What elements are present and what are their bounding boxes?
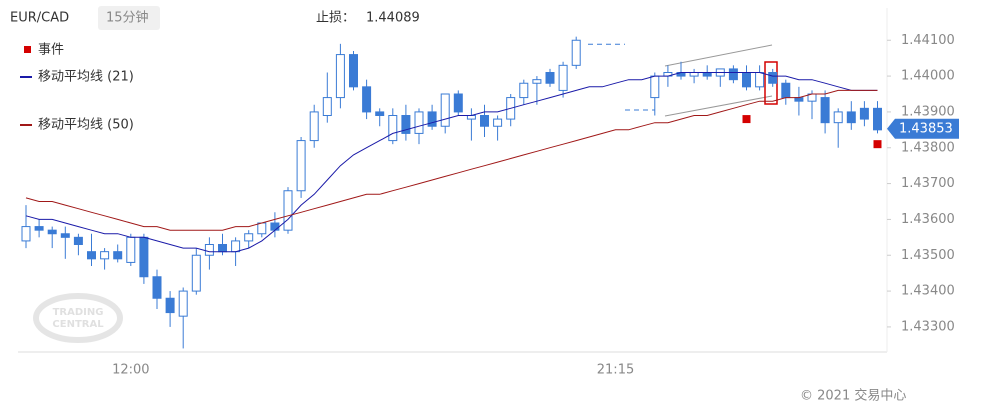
candle-body	[820, 97, 830, 124]
legend-label: 移动平均线 (21)	[38, 70, 134, 85]
candle-body	[349, 54, 358, 88]
candle-body	[34, 226, 44, 231]
event-marker	[742, 115, 751, 124]
candle-body	[440, 93, 450, 127]
candle-body	[794, 97, 804, 102]
candle-body	[755, 72, 765, 88]
candle-body	[493, 118, 503, 127]
candle-body	[650, 75, 660, 99]
candle-body	[152, 276, 162, 299]
event-marker	[873, 140, 882, 149]
candle-body	[873, 107, 882, 131]
channel-line	[664, 95, 773, 117]
candle-body	[833, 111, 843, 124]
y-tick-label: 1.44100	[901, 33, 955, 48]
copyright: © 2021 交易中心	[800, 388, 906, 404]
candle-body	[257, 222, 267, 235]
candle-body	[73, 236, 83, 245]
ma-line	[25, 72, 878, 253]
candle-body	[414, 111, 424, 134]
symbol: EUR/CAD	[10, 11, 69, 26]
watermark-text: TRADING	[53, 307, 104, 318]
candle-body	[100, 251, 110, 260]
candle-body	[178, 290, 188, 317]
x-tick-label: 12:00	[112, 363, 149, 378]
candle-body	[218, 244, 227, 253]
candle-body	[139, 236, 149, 278]
candle-body	[702, 72, 712, 77]
candle-body	[453, 93, 463, 113]
candle-body	[362, 86, 372, 113]
candle-body	[165, 297, 175, 314]
stop-value: 1.44089	[366, 11, 420, 26]
y-tick-label: 1.43500	[901, 248, 955, 263]
candle-body	[859, 107, 869, 120]
candle-body	[231, 240, 241, 253]
candle-body	[571, 39, 581, 66]
candle-body	[558, 64, 568, 91]
legend-label: 事件	[38, 43, 64, 58]
candle-body	[322, 97, 332, 117]
candle-body	[532, 79, 542, 84]
y-tick-label: 1.43700	[901, 176, 955, 191]
y-tick-label: 1.43600	[901, 212, 955, 227]
candle-body	[296, 140, 306, 192]
legend-label: 移动平均线 (50)	[38, 118, 134, 133]
candle-body	[309, 111, 319, 142]
candle-body	[60, 233, 70, 238]
candle-body	[466, 115, 476, 120]
last-price-tag	[887, 118, 959, 139]
candle-body	[47, 229, 57, 235]
legend-swatch	[24, 46, 31, 53]
candle-body	[768, 72, 778, 84]
candle-body	[480, 115, 489, 127]
y-tick-label: 1.43800	[901, 140, 955, 155]
candle-body	[689, 72, 699, 77]
y-tick-label: 1.43900	[901, 104, 955, 119]
candle-body	[742, 72, 751, 88]
ma-line	[25, 89, 878, 231]
stop-label: 止损：	[316, 11, 355, 26]
x-tick-label: 21:15	[597, 363, 634, 378]
candle-body	[191, 254, 201, 292]
candle-body	[283, 190, 293, 231]
candle-body	[270, 222, 280, 231]
candle-body	[375, 111, 385, 116]
y-tick-label: 1.44000	[901, 69, 955, 84]
y-tick-label: 1.43400	[901, 284, 955, 299]
candle-body	[335, 54, 345, 99]
candle-body	[401, 115, 411, 134]
y-tick-label: 1.43300	[901, 319, 955, 334]
candle-body	[519, 82, 529, 99]
candle-body	[113, 251, 123, 260]
candle-body	[87, 251, 96, 260]
watermark-text: CENTRAL	[52, 319, 104, 330]
timeframe-badge	[98, 6, 160, 30]
timeframe: 15分钟	[106, 10, 149, 26]
candle-body	[427, 111, 437, 127]
last-price-label: 1.43853	[899, 121, 953, 136]
candle-body	[846, 111, 856, 124]
candle-body	[21, 226, 31, 242]
watermark: TRADING CENTRAL	[33, 293, 123, 343]
candle-body	[545, 72, 555, 84]
channel-line	[664, 44, 773, 67]
candle-body	[728, 68, 738, 81]
candle-body	[388, 115, 398, 142]
candle-body	[244, 233, 254, 242]
candle-body	[204, 244, 214, 256]
candle-body	[781, 82, 791, 99]
candle-body	[126, 236, 136, 263]
